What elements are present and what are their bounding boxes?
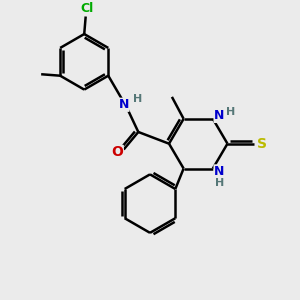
- Text: O: O: [111, 146, 123, 159]
- Text: Cl: Cl: [80, 2, 94, 15]
- Text: N: N: [118, 98, 129, 111]
- Text: N: N: [214, 165, 224, 178]
- Text: H: H: [215, 178, 224, 188]
- Text: N: N: [214, 110, 224, 122]
- Text: H: H: [133, 94, 142, 104]
- Text: H: H: [226, 107, 235, 117]
- Text: S: S: [257, 137, 267, 151]
